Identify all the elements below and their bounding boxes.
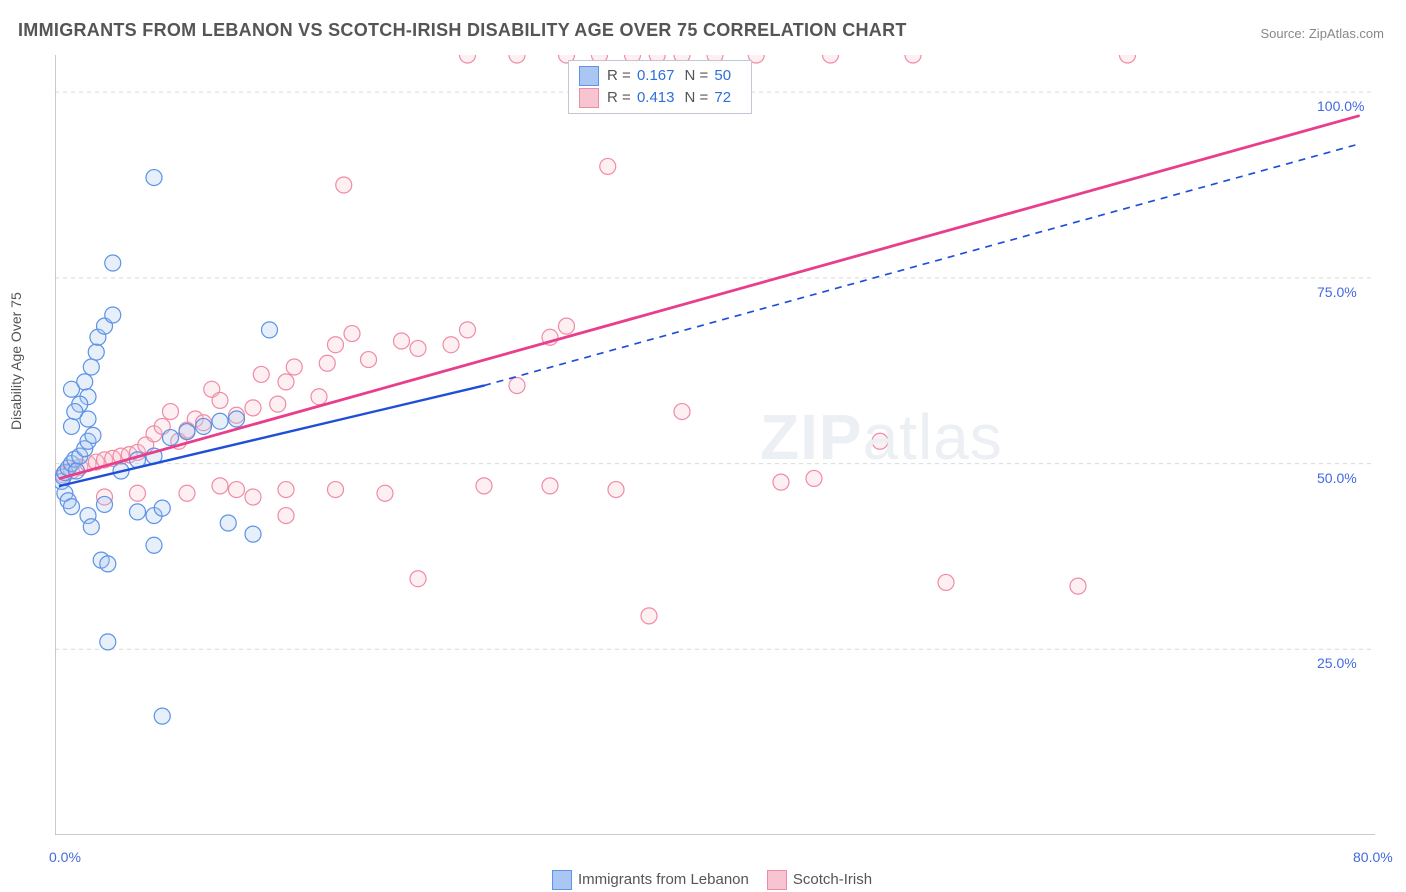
chart-svg: [55, 55, 1375, 835]
y-tick-label: 50.0%: [1317, 470, 1406, 486]
r-label: R =: [607, 67, 635, 84]
legend-swatch: [552, 870, 572, 890]
legend-swatch: [579, 66, 599, 86]
y-axis-label: Disability Age Over 75: [8, 292, 24, 430]
n-label: N =: [684, 89, 712, 106]
chart-title: IMMIGRANTS FROM LEBANON VS SCOTCH-IRISH …: [18, 20, 907, 41]
stats-row-lebanon: R = 0.167 N = 50: [579, 65, 741, 87]
source-value: ZipAtlas.com: [1309, 26, 1384, 41]
r-label: R =: [607, 89, 635, 106]
legend-swatch: [767, 870, 787, 890]
y-tick-label: 75.0%: [1317, 284, 1406, 300]
n-value: 72: [714, 89, 731, 106]
bottom-legend: Immigrants from Lebanon Scotch-Irish: [0, 870, 1406, 890]
legend-label-lebanon: Immigrants from Lebanon: [578, 871, 749, 888]
correlation-stats-box: R = 0.167 N = 50 R = 0.413 N = 72: [568, 60, 752, 114]
r-value: 0.413: [637, 89, 675, 106]
source-attribution: Source: ZipAtlas.com: [1260, 26, 1384, 41]
n-value: 50: [714, 67, 731, 84]
y-tick-label: 25.0%: [1317, 655, 1406, 671]
n-label: N =: [684, 67, 712, 84]
source-label: Source:: [1260, 26, 1308, 41]
x-tick-label: 0.0%: [49, 849, 81, 865]
x-tick-label: 80.0%: [1353, 849, 1393, 865]
plot-area: [55, 55, 1375, 835]
legend-swatch: [579, 88, 599, 108]
legend-label-scotch_irish: Scotch-Irish: [793, 871, 872, 888]
y-tick-label: 100.0%: [1317, 98, 1406, 114]
r-value: 0.167: [637, 67, 675, 84]
stats-row-scotch_irish: R = 0.413 N = 72: [579, 87, 741, 109]
